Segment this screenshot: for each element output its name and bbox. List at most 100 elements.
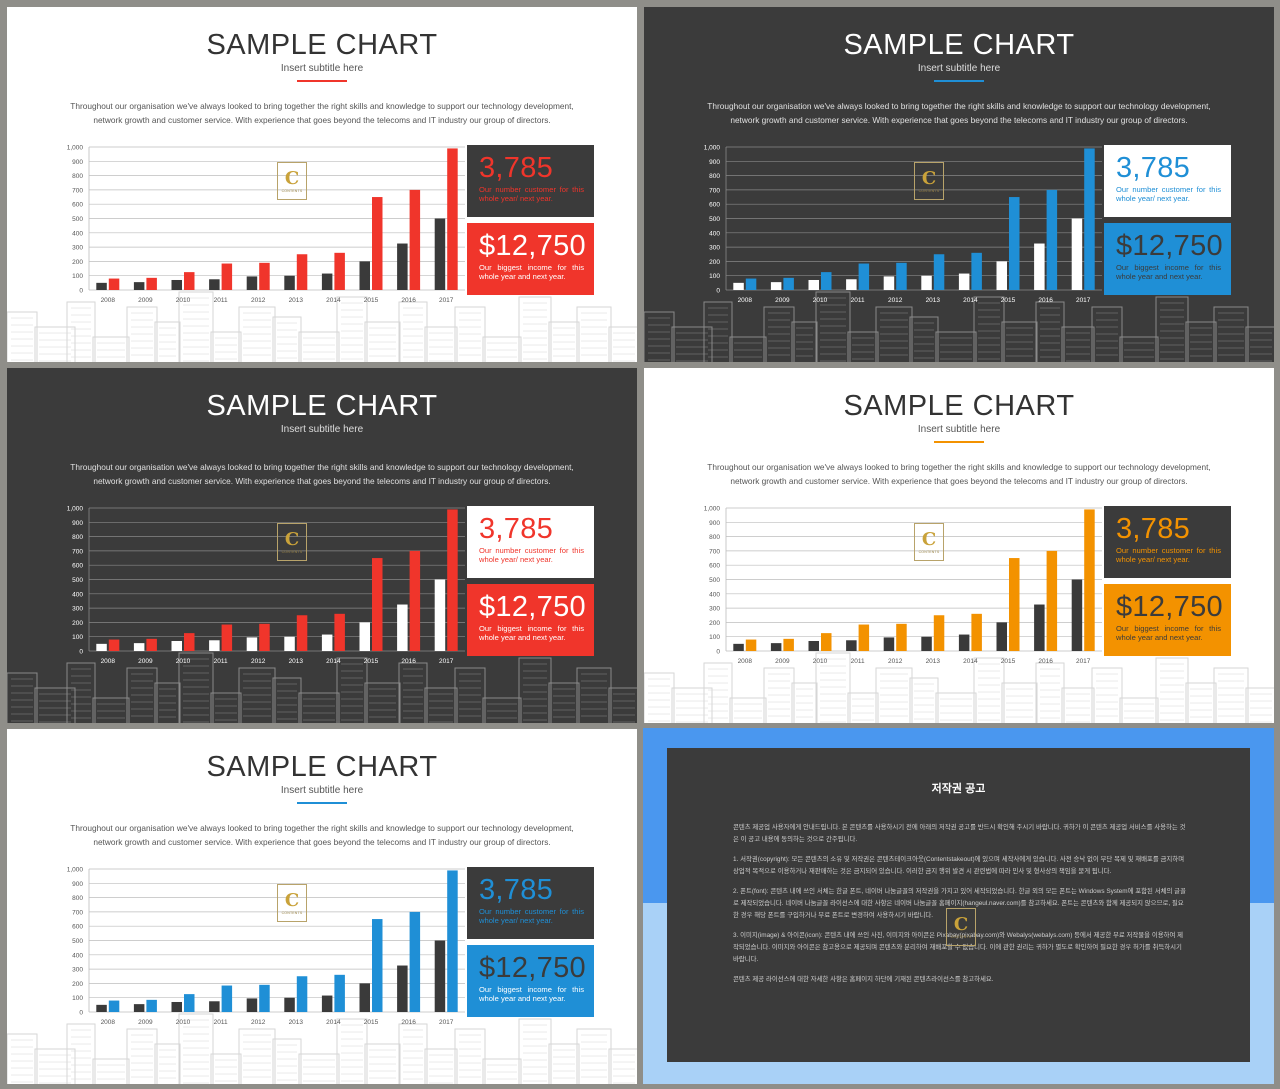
customer-count-box: 3,785 Our number customer for this whole … xyxy=(1104,506,1231,578)
bar-series-2-2011 xyxy=(221,624,233,651)
bar-series-2-2015 xyxy=(1009,197,1020,290)
slide-subtitle: Insert subtitle here xyxy=(280,63,364,74)
y-tick-label: 1,000 xyxy=(67,867,84,874)
y-tick-label: 800 xyxy=(709,173,720,180)
customer-count-value: 3,785 xyxy=(1116,513,1191,545)
skyline-illustration xyxy=(7,1013,637,1084)
x-tick-label: 2016 xyxy=(401,1019,416,1026)
customer-count-box: 3,785 Our number customer for this whole … xyxy=(1104,145,1231,217)
bar-series-1-2015 xyxy=(359,261,370,290)
bar-series-1-2014 xyxy=(321,995,333,1012)
slide-description: Throughout our organisation we've always… xyxy=(684,99,1234,127)
y-tick-label: 400 xyxy=(709,230,720,237)
logo-text: CONTENTS xyxy=(281,188,303,193)
logo-text: CONTENTS xyxy=(281,549,303,554)
y-tick-label: 500 xyxy=(72,216,83,223)
x-tick-label: 2015 xyxy=(1001,297,1016,304)
bar-series-2-2014 xyxy=(334,613,345,651)
y-tick-label: 1,000 xyxy=(704,145,721,152)
watermark-logo: C CONTENTS xyxy=(914,162,944,200)
y-tick-label: 700 xyxy=(72,187,83,194)
logo-letter: C xyxy=(284,528,300,550)
bar-series-1-2011 xyxy=(209,1001,220,1012)
x-tick-label: 2011 xyxy=(851,297,865,304)
bar-series-1-2013 xyxy=(284,275,295,290)
y-tick-label: 800 xyxy=(709,534,720,541)
bar-series-2-2012 xyxy=(259,623,270,651)
bar-series-2-2009 xyxy=(146,277,157,290)
bar-series-2-2010 xyxy=(184,633,195,651)
y-tick-label: 900 xyxy=(709,520,720,527)
y-tick-label: 200 xyxy=(709,259,720,266)
bar-series-2-2016 xyxy=(409,189,421,290)
x-tick-label: 2016 xyxy=(1038,658,1053,665)
y-tick-label: 400 xyxy=(72,952,83,959)
y-tick-label: 900 xyxy=(72,881,83,888)
income-value: $12,750 xyxy=(479,952,586,984)
bar-series-2-2017 xyxy=(447,509,458,651)
x-tick-label: 2015 xyxy=(364,297,379,304)
bar-series-2-2013 xyxy=(296,976,308,1012)
logo-letter: C xyxy=(953,913,969,935)
bar-series-2-2017 xyxy=(447,148,458,290)
y-tick-label: 400 xyxy=(72,230,83,237)
bar-series-2-2013 xyxy=(933,254,945,290)
slide-subtitle: Insert subtitle here xyxy=(917,424,1001,435)
income-value: $12,750 xyxy=(479,230,586,262)
bar-series-2-2014 xyxy=(334,252,345,290)
x-tick-label: 2011 xyxy=(851,658,865,665)
x-tick-label: 2010 xyxy=(813,297,828,304)
notice-panel: 저작권 공고 콘텐츠 제공업 사용자에게 안내드립니다. 본 콘텐츠를 사용하시… xyxy=(667,748,1250,1062)
bar-series-2-2015 xyxy=(372,558,383,651)
bar-series-1-2010 xyxy=(808,279,819,290)
x-tick-label: 2008 xyxy=(738,297,753,304)
bar-series-1-2012 xyxy=(246,998,258,1012)
chart-slide-5[interactable]: SAMPLE CHART Insert subtitle here Througho… xyxy=(7,729,637,1084)
bar-series-2-2013 xyxy=(933,615,945,651)
y-tick-label: 900 xyxy=(72,159,83,166)
bar-series-1-2012 xyxy=(883,637,895,651)
bar-series-1-2016 xyxy=(1034,604,1045,651)
city-skyline-sketch xyxy=(7,291,637,362)
y-tick-label: 400 xyxy=(72,591,83,598)
watermark-logo: C CONTENTS xyxy=(914,523,944,561)
notice-paragraph: 2. 폰트(font): 콘텐츠 내에 쓰인 서체는 한글 폰트, 네이버 나눔… xyxy=(733,888,1186,919)
chart-slide-3[interactable]: SAMPLE CHART Insert subtitle here Througho… xyxy=(7,368,637,723)
y-tick-label: 300 xyxy=(72,606,83,613)
x-tick-label: 2009 xyxy=(138,297,153,304)
bar-chart: 0 100 200 300 400 500 600 700 800 900 1,000 2008 200… xyxy=(67,506,465,665)
x-tick-label: 2012 xyxy=(888,658,903,665)
income-box: $12,750 Our biggest income for this whole… xyxy=(1104,584,1231,656)
copyright-notice-slide[interactable]: 저작권 공고 콘텐츠 제공업 사용자에게 안내드립니다. 본 콘텐츠를 사용하시… xyxy=(643,728,1274,1084)
y-tick-label: 800 xyxy=(72,173,83,180)
x-tick-label: 2017 xyxy=(439,297,454,304)
chart-slide-1[interactable]: SAMPLE CHART Insert subtitle here Througho… xyxy=(7,7,637,362)
bar-series-1-2015 xyxy=(359,622,370,651)
y-tick-label: 300 xyxy=(709,606,720,613)
x-tick-label: 2010 xyxy=(176,1019,191,1026)
x-tick-label: 2012 xyxy=(888,297,903,304)
bar-series-2-2011 xyxy=(221,263,233,290)
bar-series-2-2015 xyxy=(1009,558,1020,651)
notice-paragraph: 1. 서작권(copyright): 모든 콘텐츠의 소유 및 저작권은 콘텐츠… xyxy=(733,856,1185,875)
x-tick-label: 2009 xyxy=(138,658,153,665)
bar-series-1-2017 xyxy=(434,218,446,290)
x-tick-label: 2017 xyxy=(1076,658,1091,665)
x-tick-label: 2015 xyxy=(1001,658,1016,665)
bar-series-1-2008 xyxy=(96,1004,107,1012)
city-skyline-sketch xyxy=(644,652,1274,723)
y-tick-label: 600 xyxy=(72,563,83,570)
income-box: $12,750 Our biggest income for this whole… xyxy=(467,945,594,1017)
bar-series-2-2013 xyxy=(296,615,308,651)
customer-count-value: 3,785 xyxy=(1116,152,1191,184)
income-value: $12,750 xyxy=(1116,591,1223,623)
bar-series-2-2017 xyxy=(1084,509,1095,651)
customer-count-caption: Our number customer for this whole year/… xyxy=(1116,546,1221,564)
chart-slide-2[interactable]: SAMPLE CHART Insert subtitle here Througho… xyxy=(644,7,1274,362)
chart-slide-4[interactable]: SAMPLE CHART Insert subtitle here Througho… xyxy=(644,368,1274,723)
bar-series-1-2009 xyxy=(770,282,782,290)
logo-letter: C xyxy=(921,528,937,550)
bar-series-2-2010 xyxy=(184,272,195,290)
bar-series-2-2012 xyxy=(259,984,270,1012)
watermark-logo: C CONTENTS xyxy=(277,884,307,922)
